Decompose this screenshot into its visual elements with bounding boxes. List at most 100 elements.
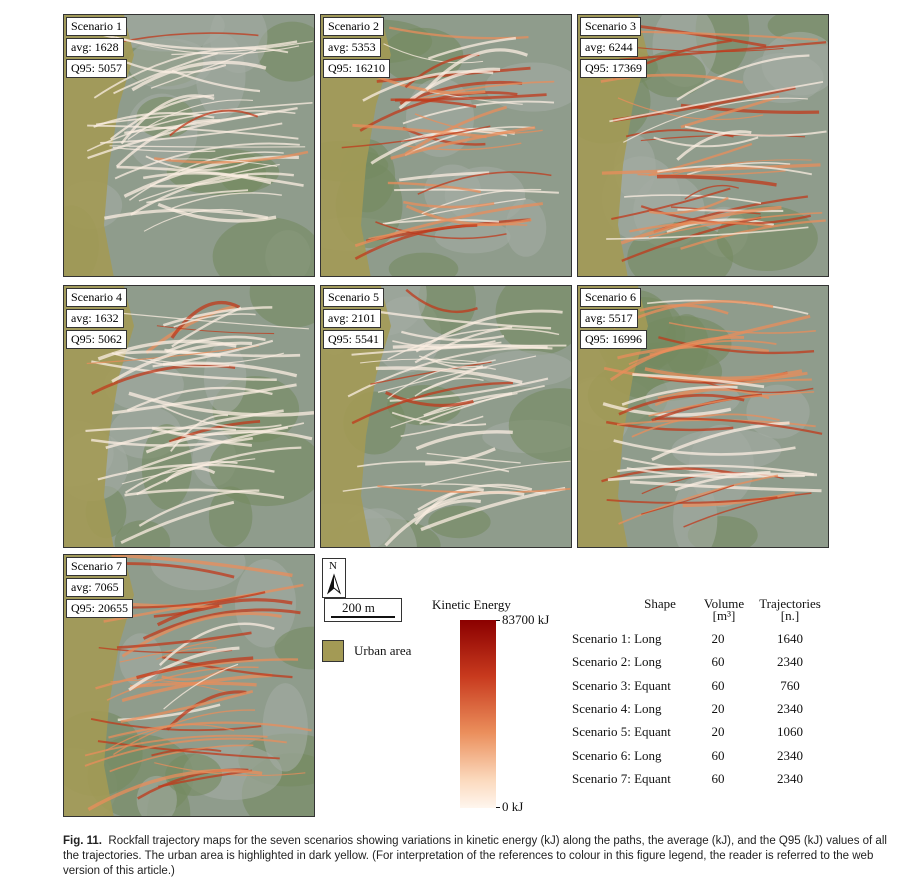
trajectory xyxy=(644,367,803,381)
trajectory xyxy=(131,60,267,92)
trajectory xyxy=(611,187,731,220)
table-cell: Scenario 3: Equant xyxy=(572,677,671,693)
trajectory xyxy=(115,118,221,168)
trajectory xyxy=(352,123,487,139)
trajectory xyxy=(648,196,729,215)
table-cell: 2340 xyxy=(777,770,803,786)
trajectory xyxy=(108,721,312,739)
trajectory xyxy=(371,73,486,95)
trajectory xyxy=(601,163,821,175)
trajectory xyxy=(401,330,505,342)
trajectory xyxy=(404,105,508,156)
trajectory xyxy=(170,158,278,167)
trajectory xyxy=(112,146,216,153)
header: Shape xyxy=(644,596,676,611)
header-unit: [m³] xyxy=(712,608,736,623)
panel-avg: avg: 5353 xyxy=(323,38,381,57)
caption-label: Fig. 11. xyxy=(63,835,102,847)
trajectory xyxy=(113,52,218,95)
trajectory xyxy=(171,192,282,209)
terrain-patch xyxy=(495,286,571,355)
terrain-patch xyxy=(428,505,491,539)
trajectory xyxy=(161,656,293,679)
trajectory xyxy=(633,24,767,48)
trajectory xyxy=(145,429,313,454)
trajectory xyxy=(425,447,496,466)
trajectory xyxy=(90,718,262,732)
trajectory xyxy=(142,608,301,640)
north-box: N xyxy=(322,558,346,598)
trajectory xyxy=(420,486,566,532)
terrain-patch xyxy=(505,198,547,257)
trajectory xyxy=(682,491,796,508)
panel-title: Scenario 2 xyxy=(323,17,384,36)
trajectory xyxy=(399,171,490,182)
urban-area xyxy=(578,15,648,276)
trajectory xyxy=(382,219,500,225)
map-panel: Scenario 7 avg: 7065 Q95: 20655 xyxy=(63,554,315,817)
trajectory xyxy=(111,352,230,368)
table-cell: Scenario 1: Long xyxy=(572,631,662,646)
trajectory xyxy=(138,163,280,202)
trajectory xyxy=(375,221,507,240)
panel-q95: Q95: 5057 xyxy=(66,59,127,78)
panel-avg: avg: 6244 xyxy=(580,38,638,57)
trajectory xyxy=(156,325,275,335)
trajectory xyxy=(128,391,314,417)
trajectory xyxy=(676,54,810,101)
map xyxy=(578,286,828,547)
trajectory xyxy=(626,467,775,479)
colorbar-title: Kinetic Energy xyxy=(432,597,511,612)
trajectory xyxy=(151,748,222,757)
trajectory xyxy=(677,208,784,213)
trajectory xyxy=(163,361,298,378)
north-arrow xyxy=(326,573,342,595)
trajectory xyxy=(658,336,815,355)
panel-title: Scenario 5 xyxy=(323,288,384,307)
trajectory xyxy=(115,36,300,55)
terrain-patch xyxy=(485,62,571,112)
panel-title: Scenario 6 xyxy=(580,288,641,307)
trajectory xyxy=(390,126,536,160)
trajectory xyxy=(342,483,546,495)
header: Trajectories xyxy=(759,596,821,611)
trajectory xyxy=(607,472,818,482)
trajectory xyxy=(156,598,293,627)
header: Volume xyxy=(703,596,745,611)
trajectory xyxy=(111,341,253,383)
north-label: N xyxy=(329,560,337,572)
scale-box: 200 m xyxy=(324,598,402,622)
table-cell: 60 xyxy=(711,677,725,693)
trajectory xyxy=(609,81,824,123)
map xyxy=(321,286,571,547)
colorbar-min: 0 kJ xyxy=(502,799,524,814)
table-cell: 20 xyxy=(711,724,725,740)
trajectory xyxy=(425,48,528,91)
trajectory xyxy=(85,28,298,51)
trajectory xyxy=(158,622,275,667)
urban-swatch xyxy=(322,640,344,662)
terrain-patch xyxy=(209,15,268,74)
map xyxy=(578,15,828,276)
trajectory xyxy=(621,385,738,406)
table-cell: 60 xyxy=(711,770,725,786)
table-cell: 60 xyxy=(711,654,725,670)
scale-bar xyxy=(331,616,395,618)
terrain-patch xyxy=(388,252,459,276)
trajectory xyxy=(171,306,242,348)
trajectory xyxy=(124,488,285,499)
trajectory xyxy=(153,604,220,618)
table-cell: Scenario 2: Long xyxy=(572,654,662,670)
trajectory xyxy=(415,430,513,451)
trajectory xyxy=(423,392,513,417)
trajectory xyxy=(632,373,765,389)
trajectory xyxy=(93,47,289,99)
trajectory xyxy=(377,485,571,494)
trajectory xyxy=(163,663,239,710)
map-panel: Scenario 2 avg: 5353 Q95: 16210 xyxy=(320,14,572,277)
urban-area xyxy=(321,286,391,547)
header-unit: [n.] xyxy=(780,608,800,623)
table-cell: 1640 xyxy=(777,631,803,646)
panel-title: Scenario 1 xyxy=(66,17,127,36)
